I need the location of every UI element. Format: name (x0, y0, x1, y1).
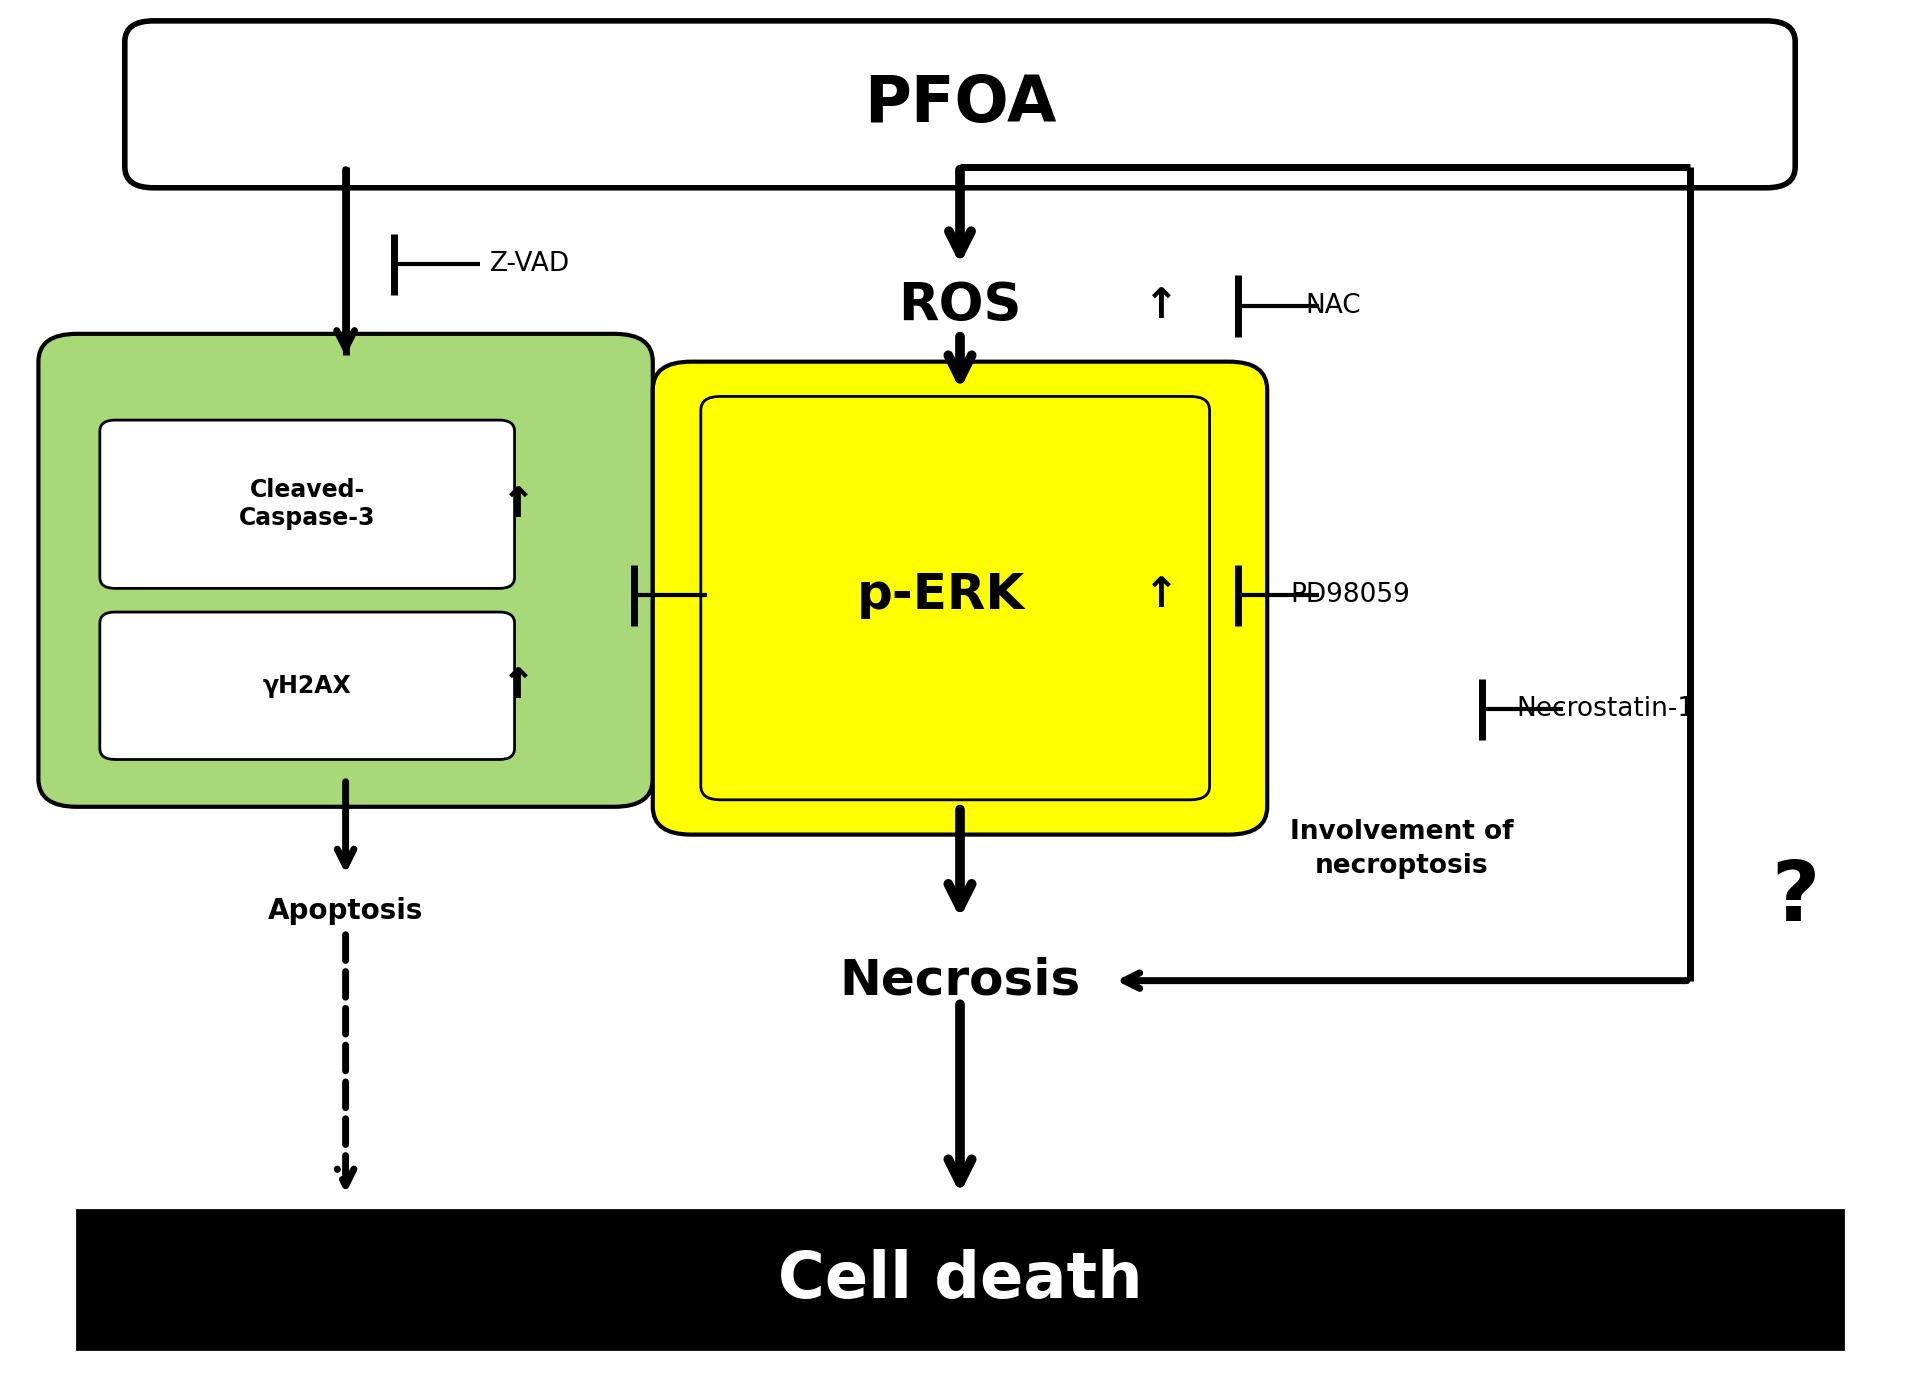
Text: Apoptosis: Apoptosis (269, 897, 422, 925)
FancyBboxPatch shape (653, 362, 1267, 835)
FancyBboxPatch shape (38, 334, 653, 807)
Text: p-ERK: p-ERK (856, 572, 1025, 619)
FancyBboxPatch shape (77, 1210, 1843, 1349)
Text: ?: ? (1770, 857, 1820, 938)
Text: ↑: ↑ (1144, 574, 1179, 616)
Text: γH2AX: γH2AX (263, 673, 351, 698)
Text: PD98059: PD98059 (1290, 583, 1409, 608)
Text: ROS: ROS (899, 280, 1021, 332)
Text: Z-VAD: Z-VAD (490, 252, 570, 277)
FancyBboxPatch shape (701, 396, 1210, 800)
Text: Cell death: Cell death (778, 1249, 1142, 1310)
Text: Cleaved-
Caspase-3: Cleaved- Caspase-3 (238, 479, 376, 530)
Text: Involvement of
necroptosis: Involvement of necroptosis (1290, 818, 1513, 879)
Text: PFOA: PFOA (864, 74, 1056, 135)
Text: ↑: ↑ (501, 484, 536, 526)
Text: ↑: ↑ (501, 665, 536, 707)
FancyBboxPatch shape (100, 420, 515, 588)
FancyBboxPatch shape (100, 612, 515, 759)
Text: NAC: NAC (1306, 294, 1361, 319)
Text: Necrostatin-1: Necrostatin-1 (1517, 697, 1695, 722)
FancyBboxPatch shape (125, 21, 1795, 188)
Text: ↑: ↑ (1144, 285, 1179, 327)
Text: Necrosis: Necrosis (839, 957, 1081, 1004)
